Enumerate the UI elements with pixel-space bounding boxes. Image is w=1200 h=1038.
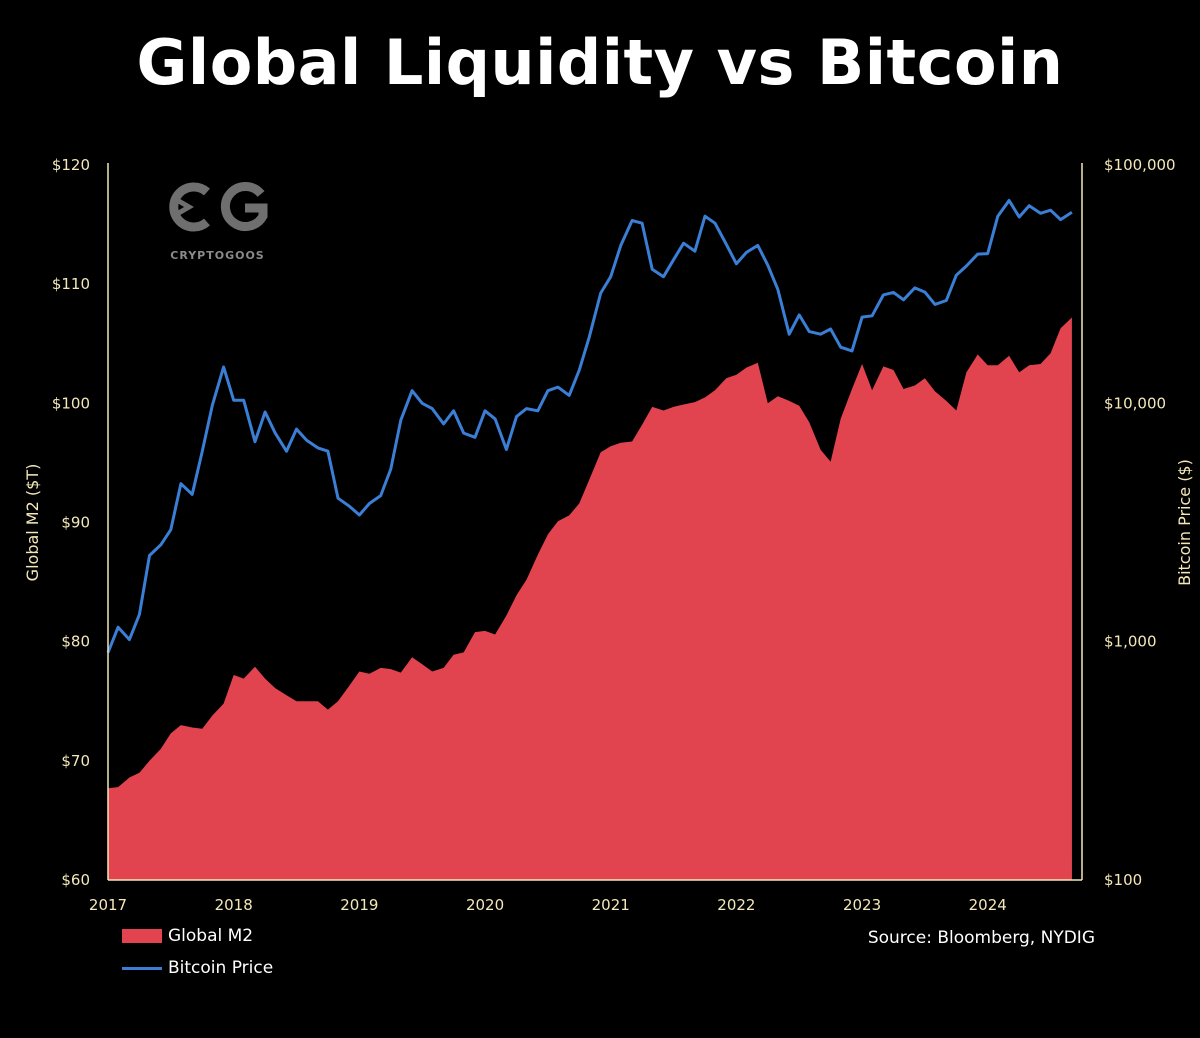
cg-logo-icon	[168, 182, 267, 232]
left-tick-label: $80	[61, 633, 90, 651]
x-tick-label: 2018	[215, 896, 253, 914]
x-tick-label: 2021	[592, 896, 630, 914]
right-tick-label: $100	[1104, 871, 1142, 889]
plot-area	[106, 199, 1073, 880]
legend-swatch-btc	[122, 966, 162, 970]
left-tick-label: $110	[52, 275, 90, 293]
legend: Global M2 Bitcoin Price	[122, 920, 273, 984]
right-tick-label: $10,000	[1104, 394, 1166, 412]
series-bitcoin-price-line	[106, 199, 1073, 654]
x-tick-label: 2023	[843, 896, 881, 914]
x-tick-label: 2022	[717, 896, 755, 914]
left-tick-label: $100	[52, 394, 90, 412]
right-tick-label: $100,000	[1104, 156, 1176, 174]
legend-item-global-m2: Global M2	[122, 920, 273, 952]
legend-swatch-m2	[122, 929, 162, 943]
left-tick-label: $70	[61, 752, 90, 770]
logo-text: CRYPTOGOOS	[170, 249, 265, 262]
logo-mark	[160, 178, 275, 247]
legend-label-m2: Global M2	[168, 926, 254, 946]
left-tick-label: $120	[52, 156, 90, 174]
legend-label-btc: Bitcoin Price	[168, 958, 274, 978]
source-note: Source: Bloomberg, NYDIG	[867, 928, 1095, 948]
x-tick-label: 2019	[340, 896, 378, 914]
series-global-m2-area	[108, 317, 1072, 880]
cryptogoos-logo: CRYPTOGOOS	[160, 178, 275, 262]
axes: $60 $70 $80 $90 $100 $110 $120 $100 $1,000 $10,00…	[23, 156, 1194, 914]
right-tick-label: $1,000	[1104, 633, 1157, 651]
chart-title: Global Liquidity vs Bitcoin	[136, 26, 1064, 99]
left-tick-label: $90	[61, 514, 90, 532]
x-tick-label: 2024	[969, 896, 1007, 914]
x-tick-label: 2020	[466, 896, 504, 914]
left-tick-label: $60	[61, 871, 90, 889]
x-tick-label: 2017	[89, 896, 127, 914]
legend-item-bitcoin-price: Bitcoin Price	[122, 952, 273, 984]
left-axis-label: Global M2 ($T)	[23, 464, 42, 582]
right-axis-label: Bitcoin Price ($)	[1175, 459, 1194, 586]
